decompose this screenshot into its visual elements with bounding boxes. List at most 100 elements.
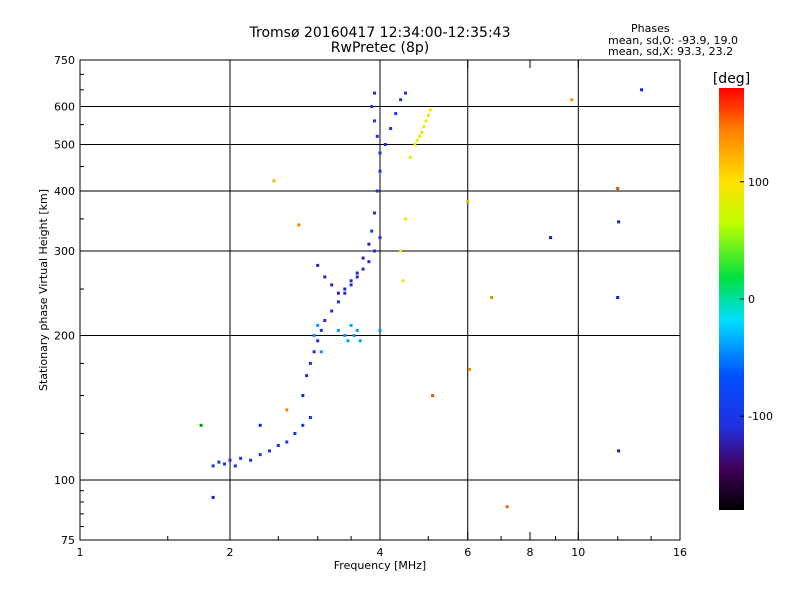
data-point (431, 394, 435, 397)
data-point (415, 138, 419, 142)
data-point (413, 143, 417, 146)
data-point (361, 267, 365, 271)
data-point (361, 256, 365, 260)
data-point (217, 460, 221, 464)
data-point (404, 91, 407, 95)
data-point (373, 119, 376, 123)
chart-title: Tromsø 20160417 12:34:00-12:35:43 (249, 25, 511, 41)
data-point (408, 155, 412, 159)
y-tick-label: 200 (54, 330, 75, 343)
data-point (285, 440, 289, 444)
data-point (343, 334, 347, 337)
x-tick-label: 1 (77, 546, 84, 559)
data-point (424, 119, 428, 123)
data-point (404, 217, 407, 221)
data-point (258, 423, 262, 427)
data-point (297, 223, 301, 227)
data-point (293, 432, 297, 435)
data-point (367, 260, 371, 264)
data-point (375, 134, 379, 138)
phases-heading: Phases (631, 22, 670, 35)
data-point (336, 291, 340, 295)
data-point (211, 464, 215, 468)
x-tick-label: 16 (673, 546, 687, 559)
data-point (199, 423, 203, 427)
data-point (330, 309, 334, 313)
colorbar (719, 88, 744, 510)
x-axis-label: Frequency [MHz] (334, 559, 426, 572)
data-point (616, 296, 620, 299)
y-tick-label: 500 (54, 139, 75, 152)
data-point (616, 187, 620, 190)
y-tick-label: 100 (54, 474, 75, 487)
data-point (399, 98, 403, 102)
data-point (373, 211, 376, 215)
data-point (355, 271, 359, 275)
data-point (349, 323, 353, 327)
colorbar-tick-label: -100 (748, 410, 773, 423)
data-point (570, 98, 574, 102)
data-point (617, 220, 621, 224)
data-point (468, 367, 471, 371)
data-point (349, 279, 353, 283)
data-point (352, 334, 356, 337)
data-point (233, 464, 237, 468)
y-tick-label: 600 (54, 101, 75, 114)
data-point (312, 350, 316, 354)
data-point (343, 287, 347, 291)
data-point (505, 505, 509, 509)
data-point (316, 339, 320, 343)
colorbar-tick-label: 100 (748, 176, 769, 189)
data-point (375, 189, 379, 193)
data-point (373, 249, 376, 253)
data-point (394, 112, 398, 116)
phase-x-stats: mean, sd,X: 93.3, 23.2 (608, 45, 734, 58)
y-tick-label: 300 (54, 245, 75, 258)
y-tick-label: 750 (54, 54, 75, 67)
x-tick-label: 6 (464, 546, 471, 559)
data-point (228, 458, 232, 462)
data-point (355, 328, 359, 332)
data-point (336, 300, 340, 304)
data-point (370, 105, 374, 108)
data-point (336, 328, 340, 332)
data-point (355, 275, 359, 279)
data-point (383, 143, 387, 146)
data-point (378, 328, 382, 332)
x-tick-label: 8 (527, 546, 534, 559)
data-point (378, 169, 382, 173)
data-point (420, 130, 424, 134)
data-point (466, 200, 470, 204)
data-point (549, 236, 553, 240)
data-point (426, 113, 430, 117)
data-point (358, 339, 362, 343)
data-point (373, 91, 376, 95)
data-point (316, 263, 320, 267)
data-point (389, 127, 393, 130)
data-point (276, 444, 280, 447)
data-point (308, 416, 312, 419)
data-point (323, 319, 327, 322)
data-point (422, 125, 426, 129)
data-point (319, 350, 323, 354)
data-point (399, 249, 403, 253)
data-point (428, 108, 432, 112)
data-point (418, 134, 421, 138)
data-point (268, 449, 271, 453)
data-point (316, 323, 320, 327)
colorbar-tick-label: 0 (748, 293, 755, 306)
data-point (367, 242, 371, 246)
data-point (330, 283, 334, 287)
y-axis-label: Stationary phase Virtual Height [km] (37, 189, 50, 391)
data-point (346, 339, 350, 343)
data-point (301, 394, 305, 397)
x-tick-label: 2 (227, 546, 234, 559)
x-tick-label: 10 (571, 546, 585, 559)
data-point (490, 296, 494, 299)
colorbar-label: [deg] (713, 71, 750, 87)
data-point (370, 229, 374, 233)
data-point (343, 291, 347, 295)
data-point (301, 423, 305, 427)
data-point (312, 334, 316, 337)
